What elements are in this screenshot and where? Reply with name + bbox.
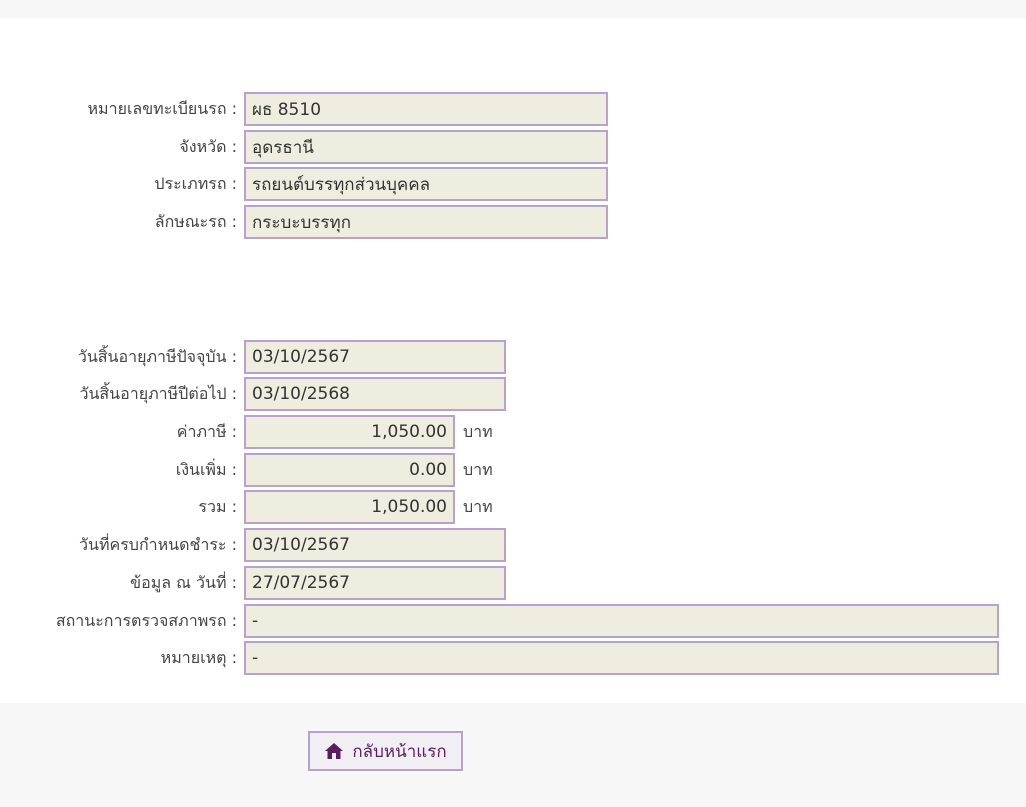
home-button-label: กลับหน้าแรก xyxy=(352,741,447,762)
data-as-of-row: ข้อมูล ณ วันที่ : 27/07/2567 xyxy=(0,566,506,600)
due-date-field[interactable]: 03/10/2567 xyxy=(244,528,506,562)
next-expiry-label: วันสิ้นอายุภาษีปีต่อไป : xyxy=(79,383,237,403)
surcharge-unit: บาท xyxy=(463,459,493,479)
top-bar xyxy=(0,0,1026,18)
footer xyxy=(0,703,1026,807)
plate-label: หมายเลขทะเบียนรถ : xyxy=(87,98,238,118)
surcharge-row: เงินเพิ่ม : 0.00 บาท xyxy=(0,453,493,487)
province-row: จังหวัด : อุดรธานี xyxy=(0,130,608,164)
total-label: รวม : xyxy=(198,496,237,516)
data-as-of-field[interactable]: 27/07/2567 xyxy=(244,566,506,600)
surcharge-label: เงินเพิ่ม : xyxy=(175,459,237,479)
surcharge-field[interactable]: 0.00 xyxy=(244,453,455,487)
next-expiry-field[interactable]: 03/10/2568 xyxy=(244,377,506,411)
vehicle-type-field[interactable]: รถยนต์บรรทุกส่วนบุคคล xyxy=(244,167,608,201)
current-expiry-field[interactable]: 03/10/2567 xyxy=(244,340,506,374)
tax-amount-unit: บาท xyxy=(463,421,493,441)
total-row: รวม : 1,050.00 บาท xyxy=(0,490,493,524)
tax-amount-field[interactable]: 1,050.00 xyxy=(244,415,455,449)
vehicle-type-row: ประเภทรถ : รถยนต์บรรทุกส่วนบุคคล xyxy=(0,167,608,201)
vehicle-type-label: ประเภทรถ : xyxy=(154,173,237,193)
inspection-status-label: สถานะการตรวจสภาพรถ : xyxy=(55,610,237,630)
tax-amount-row: ค่าภาษี : 1,050.00 บาท xyxy=(0,415,493,449)
data-as-of-label: ข้อมูล ณ วันที่ : xyxy=(130,572,237,592)
due-date-label: วันที่ครบกำหนดชำระ : xyxy=(79,534,237,554)
remark-row: หมายเหตุ :- xyxy=(0,641,999,675)
inspection-status-row: สถานะการตรวจสภาพรถ :- xyxy=(0,604,999,638)
remark-field[interactable]: - xyxy=(244,641,999,675)
province-field[interactable]: อุดรธานี xyxy=(244,130,608,164)
current-expiry-row: วันสิ้นอายุภาษีปัจจุบัน : 03/10/2567 xyxy=(0,340,506,374)
body-type-label: ลักษณะรถ : xyxy=(154,211,237,231)
total-unit: บาท xyxy=(463,496,493,516)
remark-label: หมายเหตุ : xyxy=(160,647,237,667)
due-date-row: วันที่ครบกำหนดชำระ : 03/10/2567 xyxy=(0,528,506,562)
home-icon xyxy=(325,743,344,759)
home-button[interactable]: กลับหน้าแรก xyxy=(308,731,463,771)
current-expiry-label: วันสิ้นอายุภาษีปัจจุบัน : xyxy=(77,346,237,366)
body-type-field[interactable]: กระบะบรรทุก xyxy=(244,205,608,239)
tax-amount-label: ค่าภาษี : xyxy=(176,421,237,441)
inspection-status-field[interactable]: - xyxy=(244,604,999,638)
plate-field[interactable]: ผธ 8510 xyxy=(244,92,608,126)
province-label: จังหวัด : xyxy=(179,136,237,156)
next-expiry-row: วันสิ้นอายุภาษีปีต่อไป : 03/10/2568 xyxy=(0,377,506,411)
plate-row: หมายเลขทะเบียนรถ : ผธ 8510 xyxy=(0,92,608,126)
body-type-row: ลักษณะรถ : กระบะบรรทุก xyxy=(0,205,608,239)
total-field[interactable]: 1,050.00 xyxy=(244,490,455,524)
